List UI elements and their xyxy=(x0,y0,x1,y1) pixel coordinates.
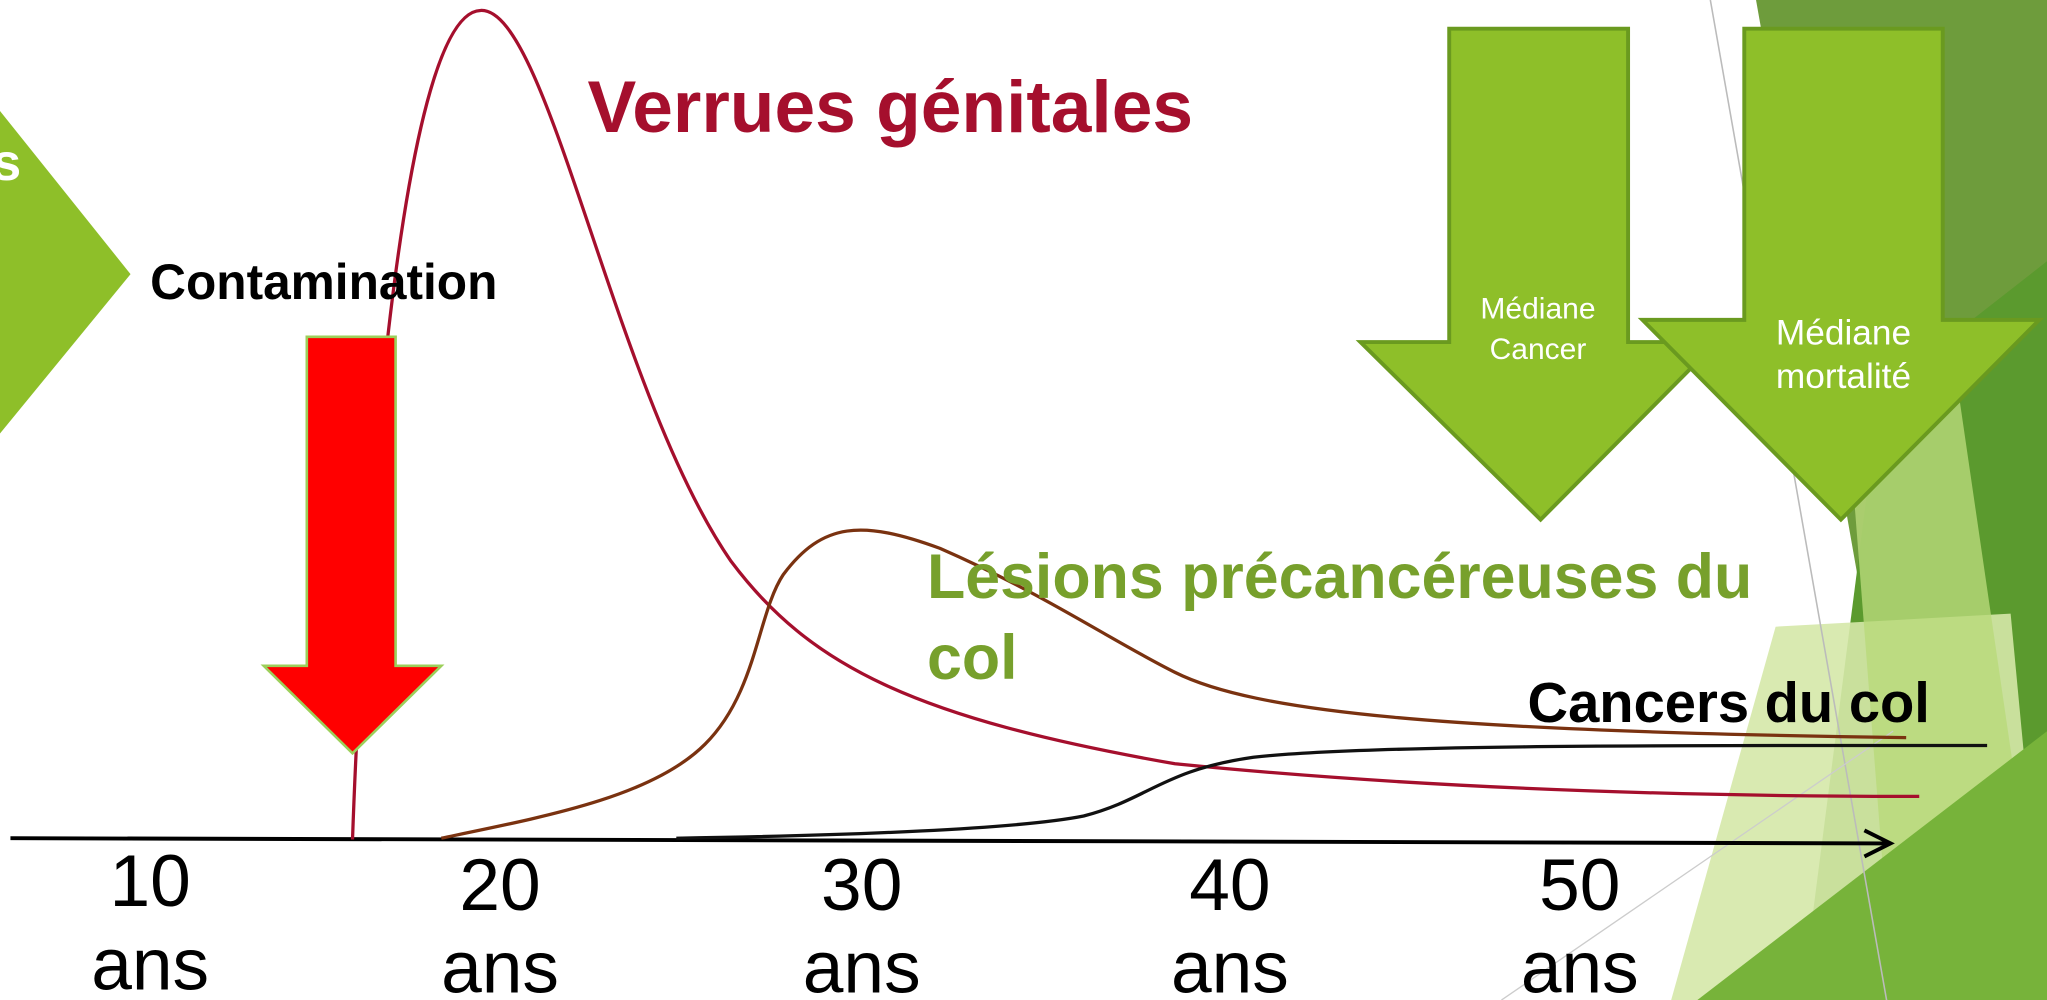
chevron xyxy=(0,110,131,434)
tick-number: 20 xyxy=(459,845,540,926)
contamination-label: Contamination xyxy=(150,254,497,310)
cancer-curve xyxy=(676,743,1988,840)
tick-number: 30 xyxy=(821,845,902,926)
cancers-label: Cancers du col xyxy=(1528,671,1930,734)
arrow-label: Cancer xyxy=(1490,333,1587,366)
lesions-label: col xyxy=(927,623,1018,693)
arrow-label: mortalité xyxy=(1776,357,1911,396)
tick-unit: ans xyxy=(91,925,209,1000)
tick-number: 50 xyxy=(1539,845,1620,926)
contamination-arrow xyxy=(260,335,445,756)
tick-unit: ans xyxy=(803,927,921,1000)
lesions-label: Lésions précancéreuses du xyxy=(927,542,1752,612)
tick-unit: ans xyxy=(441,927,559,1000)
warts-label: Verrues génitales xyxy=(588,67,1194,148)
time-axis xyxy=(10,836,1887,846)
tick-number: 40 xyxy=(1189,845,1270,926)
warts-curve xyxy=(350,8,1920,840)
arrow-label: Médiane xyxy=(1480,293,1595,326)
median-arrow xyxy=(1355,26,1722,523)
decor-line xyxy=(1709,0,1888,1000)
tick-number: 10 xyxy=(109,841,190,922)
decor-line xyxy=(1501,730,1894,1000)
chevron-text: s xyxy=(0,134,21,192)
median-arrow xyxy=(1637,26,2045,523)
axis-arrowhead xyxy=(1863,828,1895,859)
arrow-label: Médiane xyxy=(1776,314,1911,353)
tick-unit: ans xyxy=(1171,927,1289,1000)
tick-unit: ans xyxy=(1521,927,1639,1000)
lesions-curve xyxy=(440,528,1907,840)
